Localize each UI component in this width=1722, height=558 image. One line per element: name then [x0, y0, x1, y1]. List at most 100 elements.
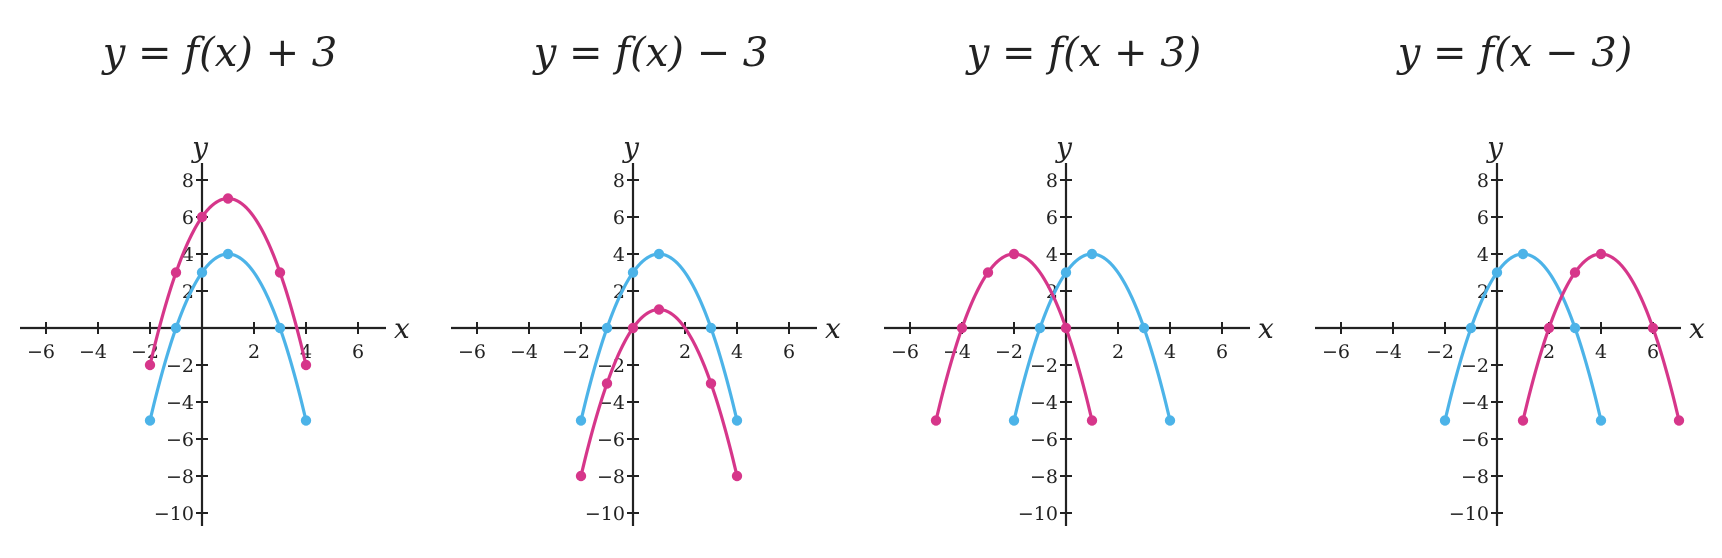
shifted-point	[731, 470, 743, 482]
x-tick-label: 6	[352, 341, 364, 363]
shifted-point	[1595, 248, 1607, 260]
base-point	[1595, 415, 1607, 426]
base-point	[222, 248, 234, 260]
y-tick-label: 6	[1477, 207, 1489, 229]
y-tick-label: −4	[1461, 392, 1489, 414]
base-point	[731, 415, 743, 426]
base-point	[1138, 322, 1150, 334]
shifted-point	[1673, 415, 1685, 426]
x-axis-label: x	[1689, 312, 1705, 345]
x-tick-label: −4	[943, 341, 971, 363]
y-tick-label: 4	[613, 244, 625, 266]
y-axis-label: y	[1485, 131, 1504, 164]
x-tick-label: −2	[1426, 341, 1454, 363]
shifted-point	[956, 322, 968, 334]
panel-title: y = f(x) − 3	[532, 30, 769, 76]
shifted-point	[300, 359, 312, 371]
x-tick-label: 2	[1543, 341, 1555, 363]
shifted-point	[982, 267, 994, 278]
base-point	[1465, 322, 1477, 334]
x-tick-label: −4	[510, 341, 538, 363]
x-tick-label: 4	[1164, 341, 1176, 363]
base-point	[196, 267, 208, 278]
shifted-point	[1008, 248, 1020, 260]
y-tick-label: −8	[1461, 466, 1489, 488]
y-tick-label: −4	[1030, 392, 1058, 414]
shifted-point	[705, 378, 717, 389]
x-axis-label: x	[394, 312, 410, 345]
base-point	[1008, 415, 1020, 426]
base-point	[170, 322, 182, 334]
y-tick-label: −10	[1449, 503, 1489, 525]
y-tick-label: 2	[182, 281, 194, 303]
panel-y-f-x-minus-3: y = f(x) − 3 x y −6 −4 −2 2 4 6 −10 −8 −6 −4 −2 2 4 6 8	[451, 30, 841, 526]
base-point	[1439, 415, 1451, 426]
y-axis-label: y	[621, 131, 640, 164]
y-tick-label: 8	[1477, 170, 1489, 192]
shifted-point	[1060, 322, 1072, 334]
y-tick-label: −4	[597, 392, 625, 414]
base-point	[1164, 415, 1176, 426]
panel-title: y = f(x) + 3	[101, 30, 338, 76]
base-point	[1517, 248, 1529, 260]
shifted-point	[1086, 415, 1098, 426]
base-point	[705, 322, 717, 334]
y-axis-label: y	[190, 131, 209, 164]
x-tick-label: −2	[562, 341, 590, 363]
shifted-point	[653, 304, 665, 315]
base-point	[1086, 248, 1098, 260]
x-tick-label: −2	[995, 341, 1023, 363]
x-axis-label: x	[1258, 312, 1274, 345]
x-tick-label: 2	[1112, 341, 1124, 363]
y-tick-label: −4	[166, 392, 194, 414]
y-tick-label: −6	[1030, 429, 1058, 451]
y-tick-label: 2	[613, 281, 625, 303]
y-tick-label: −2	[1030, 355, 1058, 377]
base-point	[1060, 267, 1072, 278]
shifted-curve	[934, 252, 1094, 423]
x-tick-label: 2	[248, 341, 260, 363]
x-tick-label: 2	[679, 341, 691, 363]
y-tick-label: 4	[1046, 244, 1058, 266]
y-tick-label: −6	[166, 429, 194, 451]
y-tick-label: −10	[1018, 503, 1058, 525]
x-tick-label: −6	[1322, 341, 1350, 363]
panel-title: y = f(x + 3)	[965, 30, 1202, 76]
base-point	[1569, 322, 1581, 334]
y-tick-label: 8	[1046, 170, 1058, 192]
y-tick-label: −8	[1030, 466, 1058, 488]
y-tick-label: 8	[613, 170, 625, 192]
x-tick-label: 4	[1595, 341, 1607, 363]
shifted-point	[1517, 415, 1529, 426]
panel-title: y = f(x − 3)	[1396, 30, 1633, 76]
panel-y-f-of-x-minus-3: y = f(x − 3) x y −6 −4 −2 2 4 6 −10 −8 −6 −4 −2 2 4 6 8	[1315, 30, 1705, 526]
shifted-point	[170, 267, 182, 278]
shifted-point	[601, 378, 613, 389]
shifted-point	[575, 470, 587, 482]
base-point	[1034, 322, 1046, 334]
y-tick-label: −6	[1461, 429, 1489, 451]
base-point	[274, 322, 286, 334]
base-point	[144, 415, 156, 426]
y-tick-label: −2	[1461, 355, 1489, 377]
x-axis-label: x	[825, 312, 841, 345]
shifted-point	[196, 211, 208, 223]
y-axis-label: y	[1054, 131, 1073, 164]
y-tick-label: 8	[182, 170, 194, 192]
y-tick-label: −6	[597, 429, 625, 451]
x-tick-label: 4	[731, 341, 743, 363]
y-tick-label: −8	[166, 466, 194, 488]
y-tick-label: −10	[585, 503, 625, 525]
y-tick-label: 4	[1477, 244, 1489, 266]
y-tick-label: −10	[154, 503, 194, 525]
y-tick-label: −8	[597, 466, 625, 488]
shifted-point	[930, 415, 942, 426]
shifted-curve	[1521, 252, 1681, 423]
base-point	[627, 267, 639, 278]
y-tick-label: 6	[182, 207, 194, 229]
x-tick-label: 6	[1647, 341, 1659, 363]
x-tick-label: 6	[783, 341, 795, 363]
